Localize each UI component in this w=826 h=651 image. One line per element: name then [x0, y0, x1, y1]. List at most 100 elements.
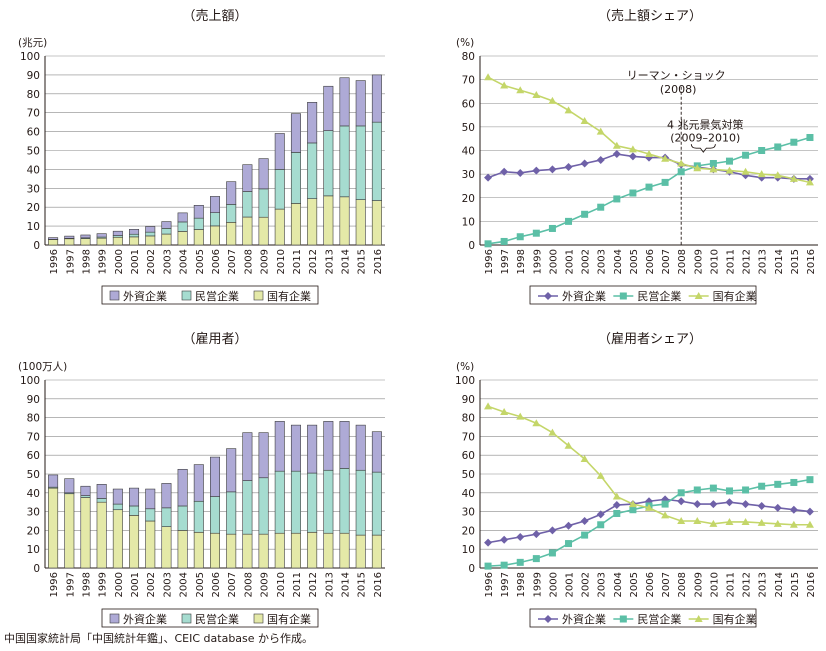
chart-title: （雇用者）	[182, 331, 247, 347]
bar-foreign	[48, 474, 59, 488]
bar-state	[355, 199, 366, 246]
bar-foreign	[161, 483, 172, 509]
chart-title: （雇用者シェア）	[598, 331, 702, 347]
y-tick-label: 80	[27, 413, 40, 425]
chart-panel-1: （売上額） (兆元) 0 10 20 30 40 50 60 70 80 90 100 1996 1997 1…	[18, 8, 385, 305]
bar-private	[323, 469, 334, 534]
x-tick-label: 2006	[645, 572, 656, 597]
legend-marker-state	[694, 292, 703, 299]
x-tick-label: 1996	[484, 249, 495, 274]
bar-foreign	[64, 235, 75, 239]
point-state	[661, 154, 670, 162]
point-state	[693, 164, 702, 172]
bar-state	[210, 225, 220, 246]
legend-swatch-foreign	[109, 290, 120, 301]
point-state	[628, 145, 637, 153]
bar-private	[177, 505, 188, 531]
point-private	[677, 168, 685, 176]
bar-foreign	[371, 74, 382, 123]
point-foreign	[612, 501, 621, 510]
bar-foreign	[307, 424, 318, 474]
bar-state	[80, 238, 91, 246]
x-tick-label: 2003	[597, 572, 608, 597]
bar-foreign	[307, 102, 318, 144]
y-tick-label: 10	[462, 216, 475, 228]
x-tick-label: 2009	[260, 572, 271, 597]
point-private	[581, 210, 589, 218]
chart-title: （売上額）	[182, 8, 247, 24]
point-state	[516, 86, 525, 94]
bar-foreign	[274, 421, 285, 472]
point-foreign	[612, 150, 621, 159]
legend-label: 国有企業	[267, 612, 311, 626]
chart-panel-3: （雇用者） (100万人) 0 10 20 30 40 50 60 70 80 90 100 1996 19…	[18, 331, 385, 628]
x-tick-label: 2013	[758, 249, 769, 274]
point-state	[548, 428, 557, 436]
bar-foreign	[226, 448, 237, 493]
bar-state	[145, 520, 156, 569]
point-state	[789, 520, 798, 528]
point-private	[709, 159, 717, 167]
x-tick-label: 2013	[758, 572, 769, 597]
legend-label: 民営企業	[637, 612, 681, 626]
bar-foreign	[129, 229, 140, 235]
x-tick-label: 2015	[790, 249, 801, 274]
point-private	[613, 195, 621, 203]
x-tick-label: 1996	[49, 249, 60, 274]
x-tick-label: 1998	[81, 249, 92, 274]
point-foreign	[580, 159, 589, 168]
point-foreign	[628, 152, 637, 161]
bar-private	[210, 496, 220, 534]
x-tick-label: 2010	[276, 572, 287, 597]
bar-state	[339, 196, 350, 246]
bar-foreign	[112, 488, 123, 505]
bar-private	[193, 500, 204, 533]
bar-state	[193, 531, 204, 569]
point-state	[773, 171, 782, 179]
y-tick-label: 30	[462, 169, 475, 181]
point-foreign	[548, 526, 557, 535]
y-tick-label: 70	[462, 431, 475, 443]
x-tick-label: 2002	[146, 572, 157, 597]
y-tick-label: 30	[27, 507, 40, 519]
bar-foreign	[210, 456, 220, 497]
bar-foreign	[371, 431, 382, 473]
bar-private	[307, 472, 318, 533]
bar-state	[371, 200, 382, 246]
y-tick-label: 20	[462, 193, 475, 205]
x-tick-label: 2003	[597, 249, 608, 274]
x-tick-label: 2000	[548, 249, 559, 274]
bar-state	[307, 198, 318, 246]
bar-foreign	[177, 468, 188, 507]
point-state	[500, 407, 509, 415]
point-private	[532, 555, 540, 563]
bar-state	[274, 208, 285, 246]
unit-label: (%)	[456, 361, 474, 373]
bar-state	[193, 229, 204, 246]
bar-private	[355, 125, 366, 200]
legend-swatch-private	[181, 290, 192, 301]
x-tick-label: 2010	[276, 249, 287, 274]
bar-state	[112, 509, 123, 569]
y-tick-label: 70	[27, 431, 40, 443]
y-tick-label: 40	[27, 488, 40, 500]
legend-marker-private	[619, 292, 627, 300]
point-private	[484, 562, 492, 570]
bar-private	[339, 468, 350, 534]
point-state	[693, 517, 702, 524]
point-state	[645, 503, 653, 511]
bar-private	[226, 491, 237, 535]
point-foreign	[741, 500, 750, 509]
point-state	[596, 471, 605, 479]
annotation-brace	[690, 144, 716, 153]
chart-panel-2: （売上額シェア） (%) 0 10 20 30 40 50 60 70 80 1996 1997 1998…	[456, 8, 818, 305]
bar-foreign	[161, 221, 172, 229]
legend-marker-private	[619, 615, 627, 623]
point-private	[677, 489, 685, 497]
x-tick-label: 2006	[211, 572, 222, 597]
point-state	[741, 517, 750, 525]
x-tick-label: 2013	[324, 572, 335, 597]
y-tick-label: 40	[27, 164, 40, 176]
point-private	[790, 138, 798, 146]
bar-state	[161, 526, 172, 569]
